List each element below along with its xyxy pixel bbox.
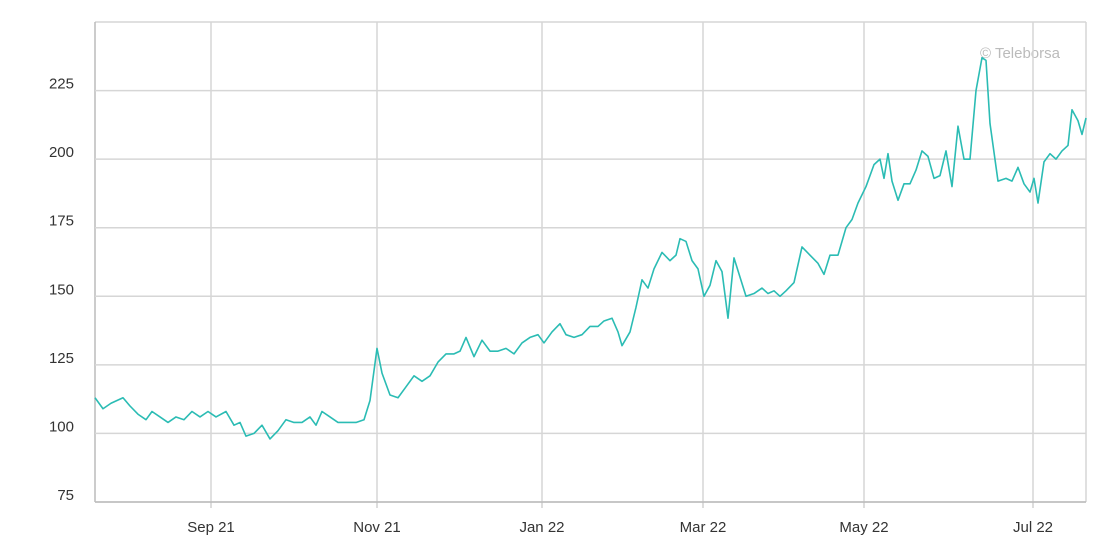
price-line	[94, 56, 1087, 440]
y-tick-label: 200	[49, 144, 74, 161]
y-tick-label: 150	[49, 281, 74, 298]
watermark: © Teleborsa	[980, 45, 1061, 62]
x-tick-label: Nov 21	[353, 519, 401, 536]
x-tick-label: Jul 22	[1013, 519, 1053, 536]
y-tick-label: 225	[49, 76, 74, 93]
x-tick-label: Mar 22	[680, 519, 727, 536]
y-tick-label: 175	[49, 213, 74, 230]
y-tick-label: 125	[49, 350, 74, 367]
x-tick-label: Jan 22	[519, 519, 564, 536]
x-tick-label: May 22	[839, 519, 888, 536]
x-tick-label: Sep 21	[187, 519, 235, 536]
y-tick-label: 100	[49, 418, 74, 435]
y-tick-label: 75	[57, 487, 74, 504]
